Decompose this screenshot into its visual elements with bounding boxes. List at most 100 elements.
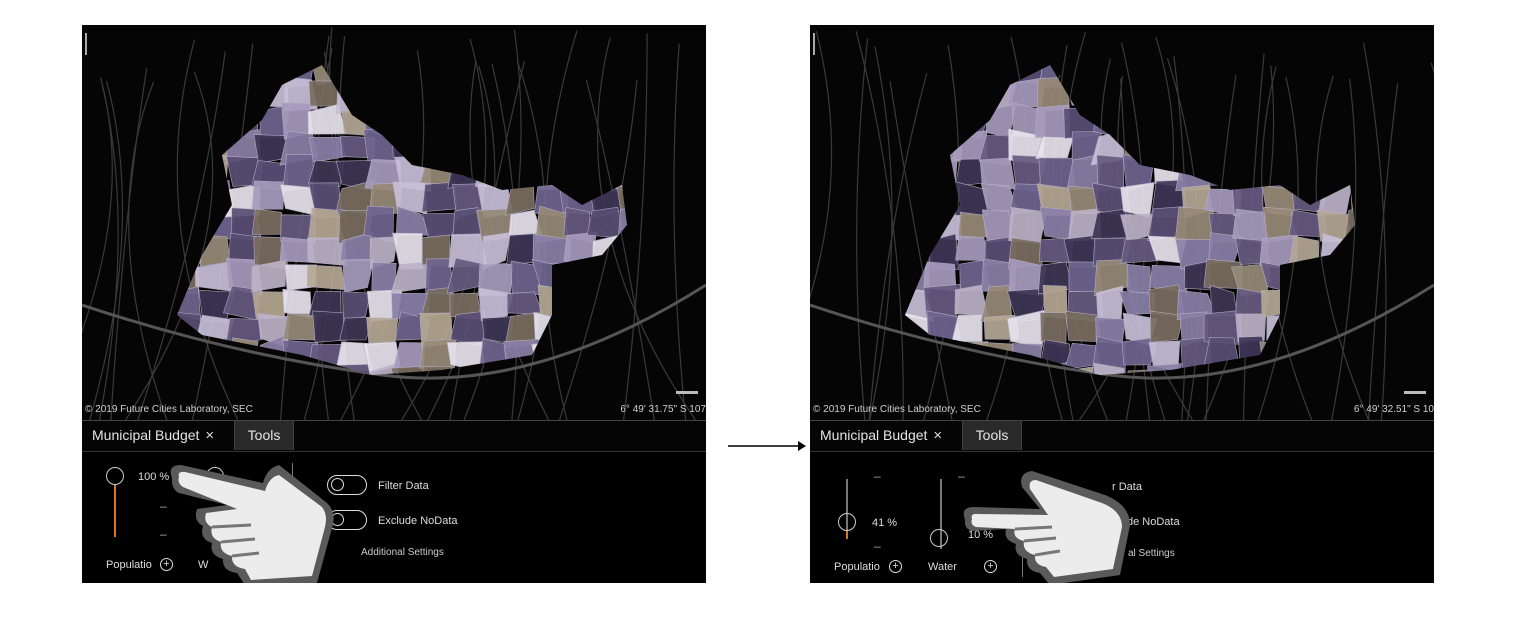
additional-settings-link[interactable]: Additional Settings xyxy=(361,547,444,558)
municipal-region[interactable] xyxy=(1291,54,1325,89)
municipal-region[interactable] xyxy=(955,235,989,261)
municipal-region[interactable] xyxy=(282,313,318,341)
municipal-region[interactable] xyxy=(482,232,511,271)
municipal-region[interactable] xyxy=(559,155,595,192)
municipal-region[interactable] xyxy=(506,366,541,394)
municipal-region[interactable] xyxy=(342,258,375,293)
municipal-region[interactable] xyxy=(167,311,201,349)
municipal-region[interactable] xyxy=(339,316,375,341)
municipal-region[interactable] xyxy=(366,317,399,346)
municipal-region[interactable] xyxy=(174,363,203,394)
municipal-region[interactable] xyxy=(955,51,988,84)
water-slider-knob[interactable] xyxy=(930,529,948,547)
plus-circle-icon[interactable]: + xyxy=(889,560,902,573)
municipal-region[interactable] xyxy=(1318,339,1352,371)
municipal-region[interactable] xyxy=(172,339,200,368)
municipal-region[interactable] xyxy=(199,234,231,267)
municipal-region[interactable] xyxy=(199,154,229,190)
municipal-region[interactable] xyxy=(168,104,208,139)
municipal-region[interactable] xyxy=(534,76,570,115)
map-view[interactable]: © 2019 Future Cities Laboratory, SEC 6° … xyxy=(82,25,706,420)
municipal-region[interactable] xyxy=(252,76,289,108)
municipal-region[interactable] xyxy=(1174,207,1215,241)
municipal-region[interactable] xyxy=(311,365,347,399)
municipal-region[interactable] xyxy=(596,76,622,115)
municipal-region[interactable] xyxy=(588,284,625,321)
municipal-region[interactable] xyxy=(454,51,487,86)
municipal-region[interactable] xyxy=(1233,160,1271,191)
municipal-region[interactable] xyxy=(588,362,627,400)
municipal-region[interactable] xyxy=(308,136,347,163)
plus-circle-icon[interactable]: + xyxy=(984,560,997,573)
municipal-region[interactable] xyxy=(563,231,597,268)
municipal-region[interactable] xyxy=(1006,309,1045,348)
municipal-region[interactable] xyxy=(421,110,459,137)
municipal-region[interactable] xyxy=(449,103,484,141)
additional-settings-link[interactable]: al Settings xyxy=(1128,548,1175,559)
municipal-region[interactable] xyxy=(1344,157,1379,192)
municipal-region[interactable] xyxy=(1091,208,1128,240)
municipal-region[interactable] xyxy=(170,183,203,216)
municipal-region[interactable] xyxy=(897,183,933,216)
municipal-region[interactable] xyxy=(902,53,932,85)
municipal-region[interactable] xyxy=(197,361,231,395)
municipal-region[interactable] xyxy=(1315,363,1348,396)
municipal-region[interactable] xyxy=(1184,102,1211,139)
population-slider-track[interactable] xyxy=(846,479,848,531)
filter-data-toggle[interactable] xyxy=(327,475,367,495)
municipal-region[interactable] xyxy=(1350,183,1378,214)
municipal-region[interactable] xyxy=(1125,78,1152,109)
municipal-region[interactable] xyxy=(1204,51,1243,88)
municipal-region[interactable] xyxy=(1153,131,1181,162)
municipal-region[interactable] xyxy=(474,154,511,188)
municipal-region[interactable] xyxy=(306,264,346,291)
municipal-region[interactable] xyxy=(369,236,398,270)
municipal-region[interactable] xyxy=(1207,131,1239,166)
municipal-region[interactable] xyxy=(1175,56,1209,87)
municipal-region[interactable] xyxy=(1177,81,1207,114)
municipal-region[interactable] xyxy=(506,291,544,316)
municipal-region[interactable] xyxy=(195,82,231,108)
municipal-region[interactable] xyxy=(983,364,1019,398)
municipal-region[interactable] xyxy=(1093,362,1125,398)
municipal-region[interactable] xyxy=(899,337,934,370)
municipal-region[interactable] xyxy=(563,311,593,346)
municipal-region[interactable] xyxy=(198,53,235,86)
municipal-region[interactable] xyxy=(620,106,649,140)
municipal-region[interactable] xyxy=(563,289,595,320)
municipal-region[interactable] xyxy=(565,262,598,293)
municipal-region[interactable] xyxy=(1096,285,1124,321)
tab-municipal-budget[interactable]: Municipal Budget × xyxy=(92,421,214,450)
municipal-region[interactable] xyxy=(589,339,624,374)
municipal-region[interactable] xyxy=(595,102,627,138)
municipal-region[interactable] xyxy=(395,55,431,88)
municipal-region[interactable] xyxy=(171,128,206,165)
municipal-region[interactable] xyxy=(510,82,543,109)
municipal-region[interactable] xyxy=(617,209,654,245)
municipal-region[interactable] xyxy=(449,80,479,111)
municipal-region[interactable] xyxy=(171,209,206,244)
municipal-region[interactable] xyxy=(1350,265,1380,297)
municipal-region[interactable] xyxy=(537,284,572,319)
municipal-region[interactable] xyxy=(896,361,934,397)
municipal-region[interactable] xyxy=(564,103,598,141)
municipal-region[interactable] xyxy=(1346,134,1378,165)
municipal-region[interactable] xyxy=(1287,133,1322,162)
municipal-region[interactable] xyxy=(421,53,459,83)
municipal-region[interactable] xyxy=(619,127,655,161)
municipal-region[interactable] xyxy=(927,57,961,85)
municipal-region[interactable] xyxy=(1260,131,1295,162)
municipal-region[interactable] xyxy=(931,77,962,112)
municipal-region[interactable] xyxy=(952,365,992,393)
municipal-region[interactable] xyxy=(363,82,399,106)
municipal-region[interactable] xyxy=(1092,52,1129,89)
municipal-region[interactable] xyxy=(1323,128,1354,164)
municipal-region[interactable] xyxy=(420,127,453,161)
municipal-region[interactable] xyxy=(251,208,283,235)
municipal-region[interactable] xyxy=(1126,264,1152,297)
municipal-region[interactable] xyxy=(175,77,204,105)
population-slider-knob[interactable] xyxy=(838,513,856,531)
municipal-region[interactable] xyxy=(1263,104,1294,134)
municipal-region[interactable] xyxy=(1063,53,1100,87)
municipal-region[interactable] xyxy=(364,362,400,400)
